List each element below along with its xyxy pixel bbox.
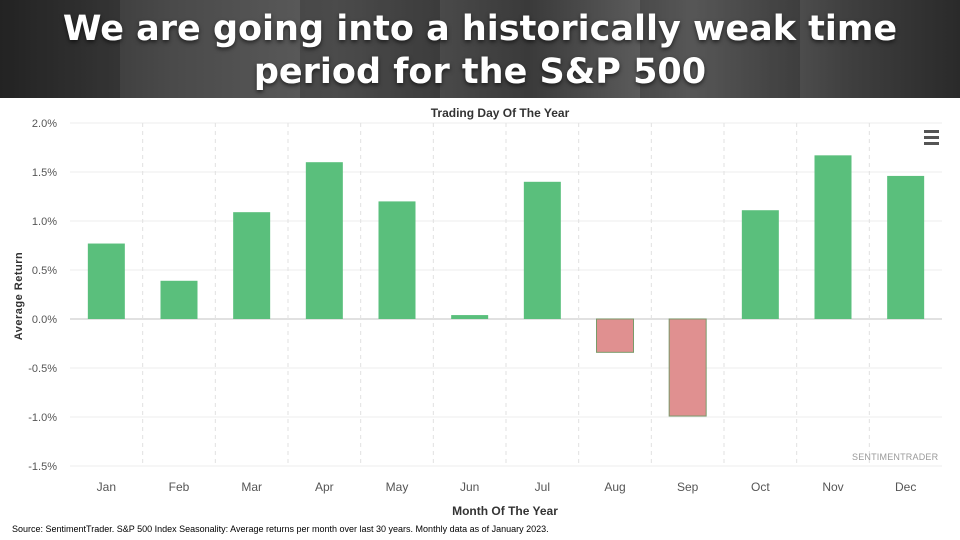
y-tick-label: -1.0% [28,412,57,424]
grid-lines [70,122,942,467]
bar-nov[interactable] [814,155,852,319]
x-tick-label: Dec [895,480,916,494]
slide-title: We are going into a historically weak ti… [62,9,898,92]
y-axis-ticks: 2.0% 1.5% 1.0% 0.5% 0.0% -0.5% -1.0% -1.5% [28,118,57,473]
bar-chart: Trading Day Of The Year 2.0% 1.5% 1.0% 0.5%… [13,106,942,518]
header-banner: We are going into a historically weak ti… [0,0,960,98]
bar-may[interactable] [378,201,416,319]
y-tick-label: 0.0% [32,314,57,326]
bar-mar[interactable] [233,212,271,319]
x-axis-ticks: Jan Feb Mar Apr May Jun Jul Aug Sep Oct Nov Dec [97,480,917,494]
y-tick-label: -1.5% [28,461,57,473]
y-tick-label: -0.5% [28,363,57,375]
y-tick-label: 2.0% [32,118,57,130]
bar-jun[interactable] [451,315,489,319]
bar-aug[interactable] [596,318,634,353]
x-tick-label: May [386,480,409,494]
x-tick-label: Nov [822,480,843,494]
bar-sep[interactable] [668,318,707,417]
y-tick-label: 0.5% [32,265,57,277]
y-axis-label: Average Return [13,252,25,341]
x-tick-label: Aug [604,480,625,494]
x-tick-label: Apr [315,480,334,494]
x-tick-label: Jun [460,480,479,494]
bar-jul[interactable] [523,181,561,319]
x-tick-label: Oct [751,480,770,494]
menu-line [924,142,939,145]
chart-title: Trading Day Of The Year [431,106,570,120]
x-tick-label: Sep [677,480,699,494]
watermark: SENTIMENTRADER [852,452,939,462]
x-axis-label: Month Of The Year [452,504,558,518]
bar-dec[interactable] [887,175,925,319]
menu-line [924,130,939,133]
bar-oct[interactable] [741,210,779,319]
y-tick-label: 1.5% [32,167,57,179]
background-photo [300,0,440,98]
y-tick-label: 1.0% [32,216,57,228]
x-tick-label: Jul [535,480,550,494]
bar-feb[interactable] [160,280,198,319]
menu-line [924,136,939,139]
background-photo [0,0,120,98]
hamburger-menu-icon[interactable] [924,130,939,146]
x-tick-label: Jan [97,480,116,494]
source-note: Source: SentimentTrader. S&P 500 Index S… [12,524,549,534]
bar-jan[interactable] [87,243,125,319]
background-photo [640,0,800,98]
x-tick-label: Mar [241,480,262,494]
bars [87,155,925,417]
bar-apr[interactable] [305,162,343,319]
x-tick-label: Feb [169,480,190,494]
